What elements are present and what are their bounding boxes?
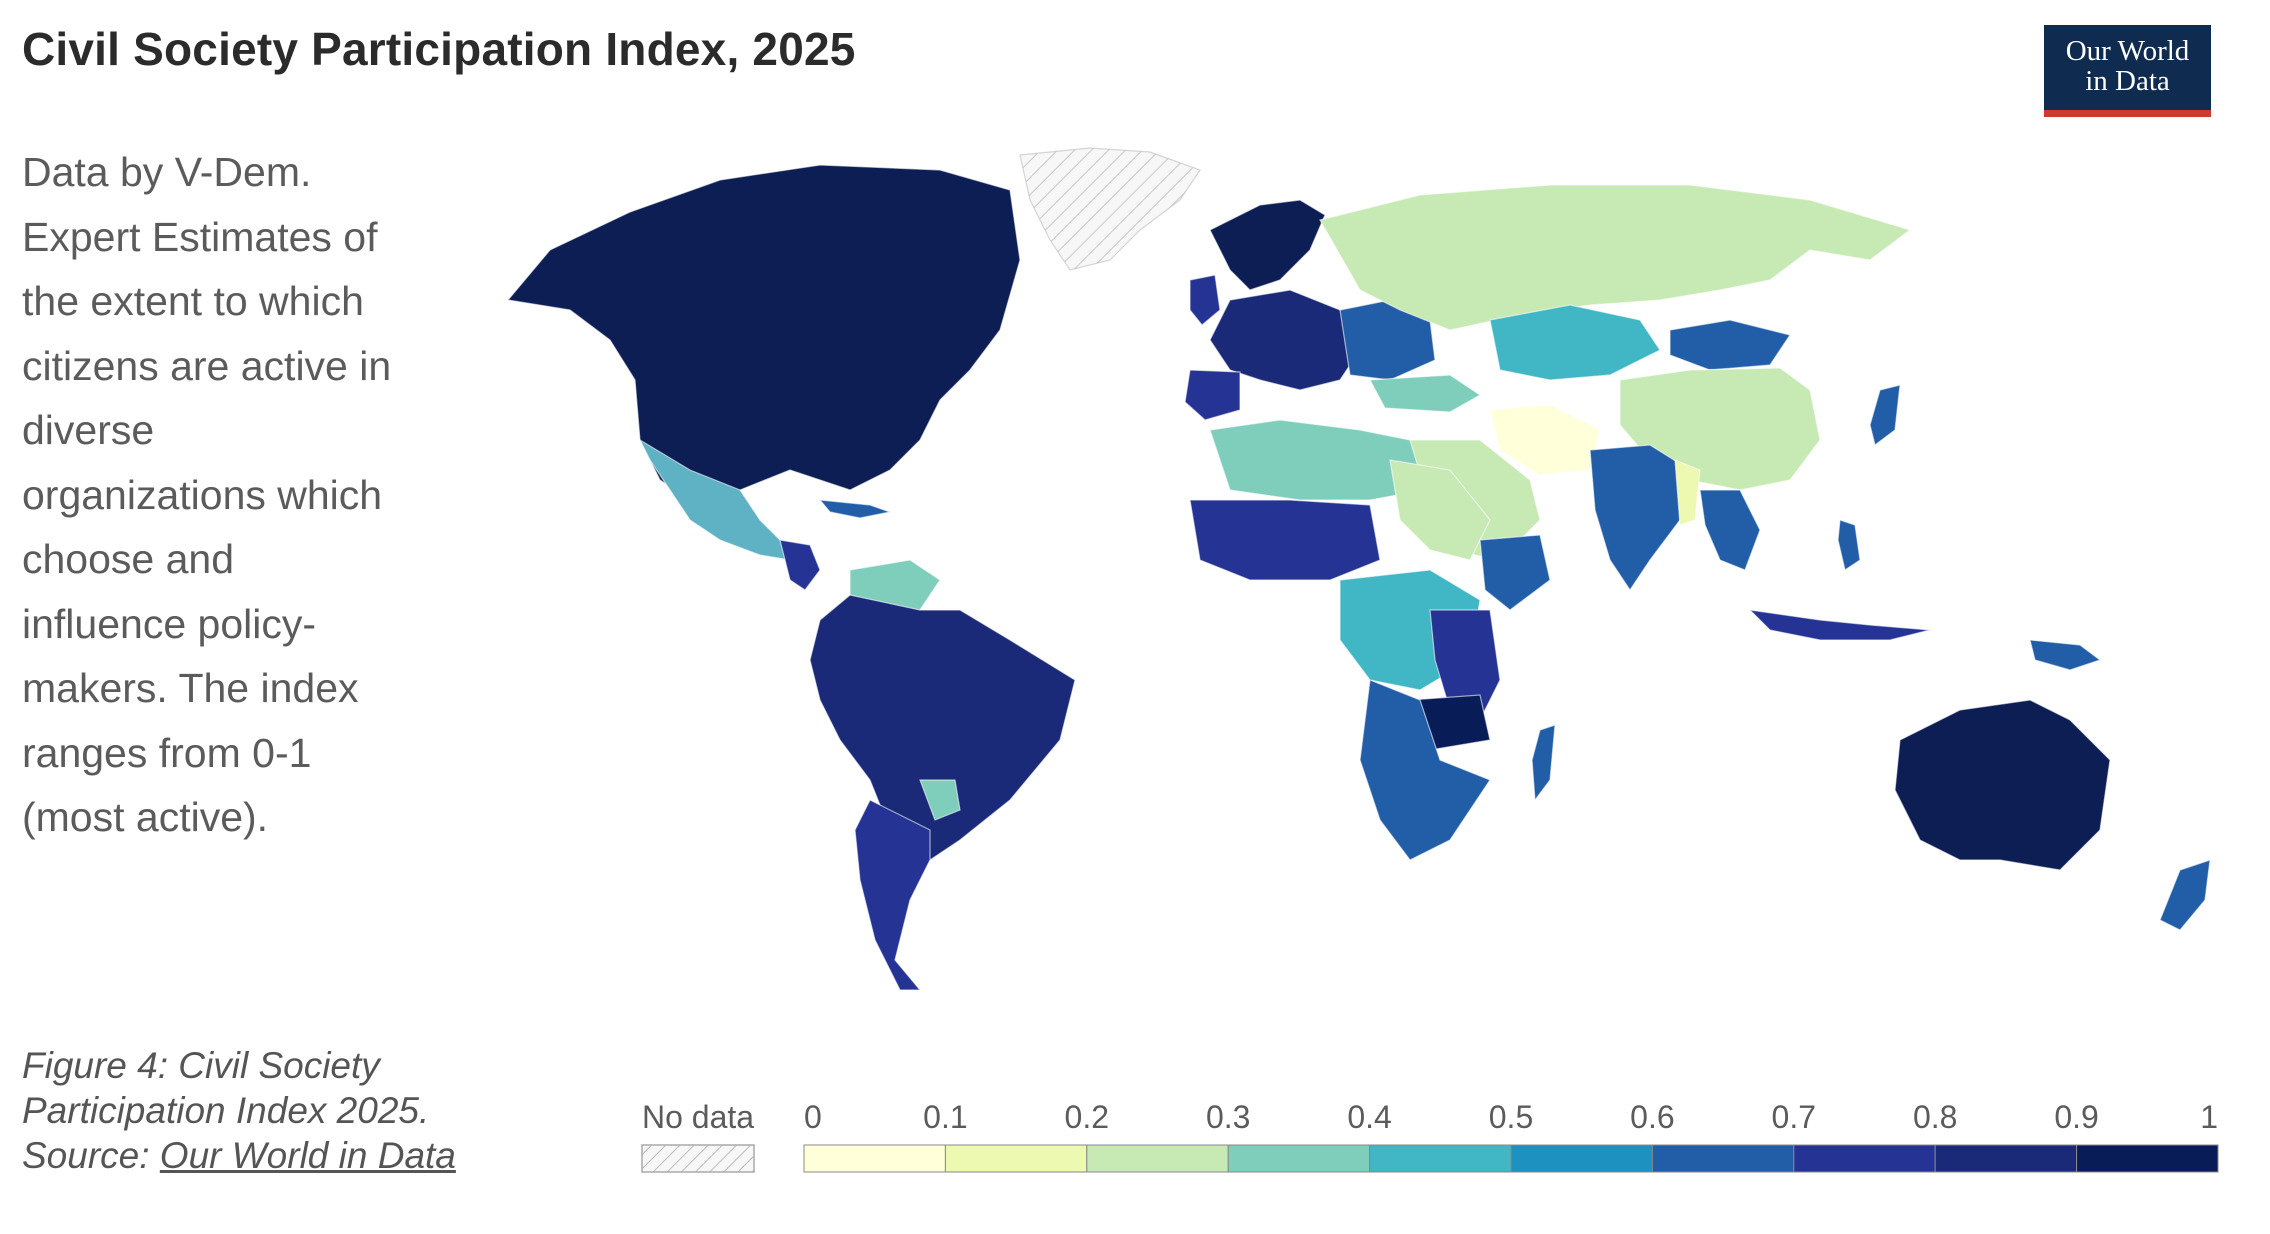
map-region-kazakhstan[interactable] <box>1489 304 1661 381</box>
legend-tick-label: 0.5 <box>1489 1099 1533 1135</box>
logo-accent-bar <box>2044 110 2211 117</box>
legend-bin <box>1369 1144 1512 1173</box>
map-region-west-africa[interactable] <box>1189 499 1381 581</box>
owid-logo[interactable]: Our World in Data <box>2044 25 2211 117</box>
legend-no-data-swatch <box>641 1144 755 1173</box>
figure-caption: Figure 4: Civil Society Participation In… <box>22 1043 456 1178</box>
legend-bin <box>1651 1144 1795 1173</box>
legend-tick-label: 0.3 <box>1206 1099 1250 1135</box>
legend-tick-label: 0.7 <box>1772 1099 1816 1135</box>
map-region-brazil[interactable] <box>809 594 1076 861</box>
logo-line-1: Our World <box>2065 35 2190 67</box>
map-region-myanmar[interactable] <box>1674 459 1701 526</box>
map-region-southern-africa[interactable] <box>1359 679 1491 861</box>
caption-source-prefix: Source: <box>22 1135 160 1176</box>
caption-line-1: Figure 4: Civil Society <box>22 1045 380 1086</box>
map-region-mexico[interactable] <box>638 438 792 561</box>
legend-tick-label: 0.9 <box>2054 1099 2098 1135</box>
legend-tick-label: 0.1 <box>923 1099 967 1135</box>
map-region-mongolia[interactable] <box>1669 319 1791 371</box>
map-region-greenland[interactable] <box>1019 147 1201 271</box>
map-region-australia[interactable] <box>1894 699 2111 871</box>
legend-bin <box>2076 1144 2219 1173</box>
map-region-iran[interactable] <box>1489 404 1601 476</box>
map-region-new-zealand[interactable] <box>2159 859 2211 931</box>
map-region-japan[interactable] <box>1869 384 1901 447</box>
map-region-caribbean[interactable] <box>818 499 893 519</box>
map-region-scandinavia[interactable] <box>1209 199 1326 291</box>
legend-bin <box>1227 1144 1371 1173</box>
legend-bin <box>803 1144 946 1173</box>
map-region-new-guinea[interactable] <box>2029 639 2102 671</box>
chart-title: Civil Society Participation Index, 2025 <box>22 23 856 75</box>
map-region-russia[interactable] <box>1319 184 1912 331</box>
legend-bin <box>1086 1144 1229 1173</box>
legend-tick-label: 0 <box>804 1099 822 1135</box>
legend-tick-label: 0.4 <box>1347 1099 1391 1135</box>
legend-tick-label: 0.2 <box>1065 1099 1109 1135</box>
legend-tick-label: 1 <box>2200 1099 2218 1135</box>
legend-no-data-label: No data <box>642 1099 754 1135</box>
caption-line-2: Participation Index 2025. <box>22 1090 430 1131</box>
map-region-mainland-sea[interactable] <box>1699 489 1761 571</box>
map-region-horn-africa[interactable] <box>1479 534 1551 611</box>
map-region-paraguay[interactable] <box>919 779 961 821</box>
chart-subtitle: Data by V-Dem. Expert Estimates of the e… <box>22 149 392 840</box>
legend-bin <box>1793 1144 1936 1173</box>
legend-bin <box>1510 1144 1653 1173</box>
map-region-indonesia[interactable] <box>1748 609 1931 641</box>
logo-line-2: in Data <box>2085 65 2170 97</box>
map-region-philippines[interactable] <box>1837 519 1861 571</box>
legend-tick-labels: 0 0.1 0.2 0.3 0.4 0.5 0.6 0.7 0.8 0.9 1 <box>804 1099 2218 1135</box>
legend-bin <box>1934 1144 2078 1173</box>
map-region-north-america[interactable] <box>506 164 1021 501</box>
map-region-turkey[interactable] <box>1369 374 1482 413</box>
map-region-western-europe[interactable] <box>1209 289 1361 391</box>
source-link[interactable]: Our World in Data <box>159 1135 456 1176</box>
map-region-east-africa[interactable] <box>1389 459 1491 561</box>
world-map[interactable] <box>490 140 2270 1010</box>
map-region-central-america[interactable] <box>779 539 821 591</box>
legend-tick-label: 0.6 <box>1630 1099 1674 1135</box>
map-region-india[interactable] <box>1589 444 1691 592</box>
legend-color-scale <box>803 1144 2219 1173</box>
map-region-iberia[interactable] <box>1184 369 1241 421</box>
caption-source: Source: Our World in Data <box>22 1133 456 1178</box>
legend-tick-label: 0.8 <box>1913 1099 1957 1135</box>
legend-bin <box>944 1144 1088 1173</box>
map-region-argentina[interactable] <box>854 799 931 991</box>
map-region-uk[interactable] <box>1189 274 1221 326</box>
map-region-madagascar[interactable] <box>1531 724 1556 802</box>
